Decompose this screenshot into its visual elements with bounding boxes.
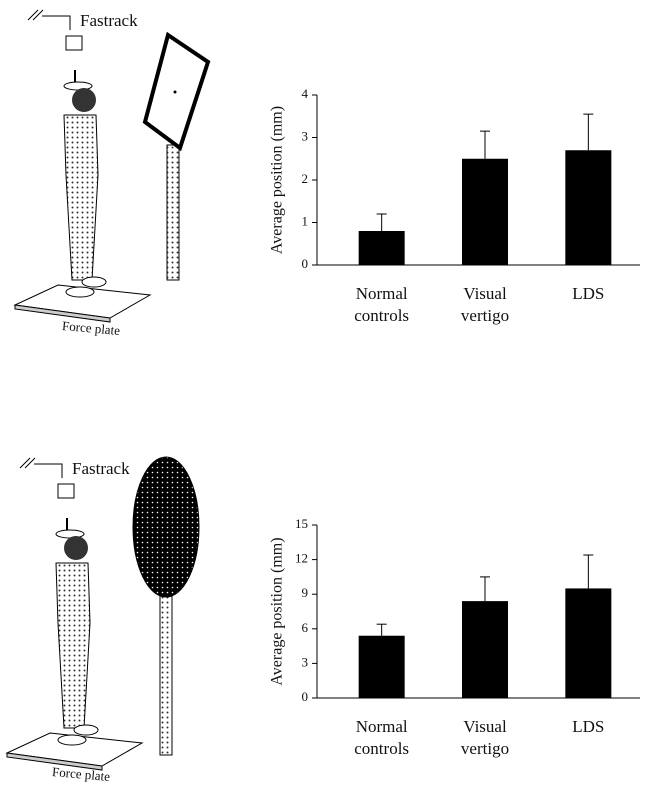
x-tick-label: Normal controls	[354, 284, 410, 325]
y-tick-label: 12	[295, 551, 308, 566]
bar	[565, 588, 612, 698]
bar	[565, 150, 612, 265]
y-tick-label: 15	[295, 516, 308, 531]
bar	[358, 635, 405, 698]
sensor-label: Fastrack	[72, 459, 130, 478]
y-tick-label: 0	[302, 689, 309, 704]
y-tick-label: 3	[302, 128, 309, 143]
plate-label: Force plate	[61, 318, 120, 338]
bar	[462, 158, 508, 265]
y-tick-label: 3	[302, 654, 309, 669]
x-tick-label: Normal controls	[354, 717, 410, 758]
y-tick-label: 6	[302, 620, 309, 635]
y-tick-label: 2	[302, 171, 309, 186]
subject-illustration	[6, 457, 143, 771]
plate-label: Force plate	[51, 764, 110, 784]
visual-frame	[142, 31, 211, 152]
y-axis-label: Average position (mm)	[269, 537, 286, 685]
fixation-dot	[173, 90, 177, 94]
stand	[166, 144, 180, 281]
bar	[462, 601, 508, 698]
y-tick-label: 9	[302, 585, 309, 600]
subject-illustration	[14, 9, 151, 323]
optokinetic-disc	[132, 456, 200, 598]
y-tick-label: 1	[302, 213, 309, 228]
x-tick-label: LDS	[572, 284, 605, 303]
stand	[159, 589, 173, 756]
x-tick-label: Visual vertigo	[460, 284, 510, 325]
bar	[358, 231, 405, 265]
y-tick-label: 4	[302, 86, 309, 101]
y-axis-label: Average position (mm)	[269, 106, 286, 254]
sensor-label: Fastrack	[80, 11, 138, 30]
y-tick-label: 0	[302, 256, 309, 271]
x-tick-label: LDS	[572, 717, 605, 736]
x-tick-label: Visual vertigo	[460, 717, 510, 758]
